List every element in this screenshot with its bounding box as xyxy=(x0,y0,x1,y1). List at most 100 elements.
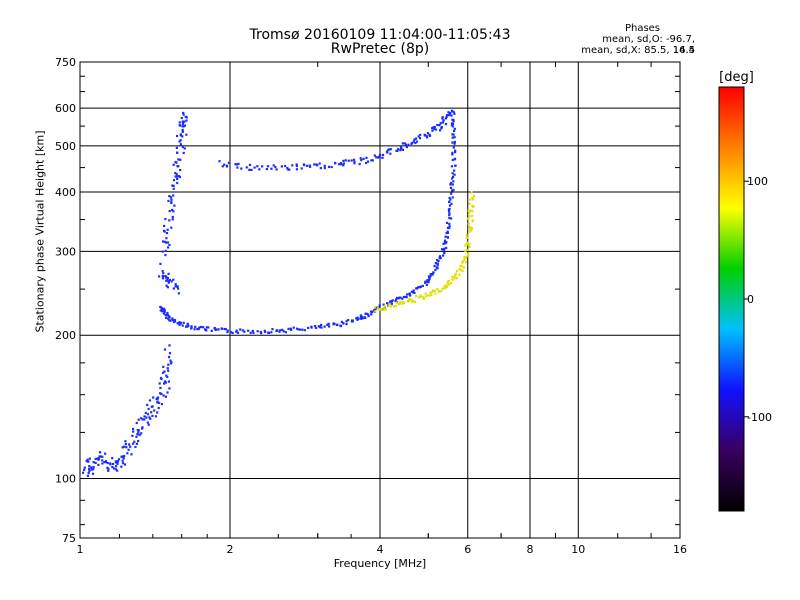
e-region-point xyxy=(92,461,95,464)
o-mode-upper-point xyxy=(318,162,321,165)
x-mode-point xyxy=(419,295,423,298)
spread-f-point xyxy=(174,285,177,288)
o-mode-point xyxy=(307,326,310,329)
x-mode-point xyxy=(374,306,377,309)
x-tick-label: 2 xyxy=(227,543,234,556)
spread-f-point xyxy=(165,284,168,287)
o-mode-point xyxy=(365,312,368,316)
o-mode-point xyxy=(282,330,285,333)
o-mode-point xyxy=(443,251,446,255)
o-mode-upper-point xyxy=(413,138,416,141)
plot-frame xyxy=(79,61,681,539)
o-mode-point xyxy=(298,328,301,331)
x-mode-point xyxy=(431,290,434,294)
colorbar-tick-label: 100 xyxy=(747,175,768,188)
o-mode-upper-point xyxy=(442,119,445,122)
spread-f-point xyxy=(157,275,161,278)
o-mode-point xyxy=(452,175,455,178)
spread-f-point xyxy=(181,145,185,149)
o-mode-point xyxy=(303,329,306,332)
o-mode-point xyxy=(363,316,366,319)
e-region-point xyxy=(157,401,161,405)
e-region-point xyxy=(168,352,172,355)
o-mode-point xyxy=(428,276,431,280)
o-mode-upper-point xyxy=(403,142,406,145)
o-mode-point xyxy=(268,331,271,335)
e-region-point xyxy=(163,370,166,373)
o-mode-point xyxy=(402,295,405,299)
o-mode-upper-point xyxy=(344,159,347,162)
x-mode-point xyxy=(462,266,465,269)
x-mode-point xyxy=(428,294,431,297)
o-mode-upper-point xyxy=(395,149,398,152)
o-mode-upper-point xyxy=(256,165,259,168)
o-mode-point xyxy=(345,320,348,323)
x-mode-point xyxy=(414,295,418,298)
o-mode-upper-point xyxy=(342,159,345,163)
spread-f-point xyxy=(161,277,165,280)
e-region-point xyxy=(123,445,126,448)
o-mode-upper-point xyxy=(386,151,389,154)
o-mode-point xyxy=(247,329,250,332)
x-mode-point xyxy=(470,226,474,230)
o-mode-point xyxy=(290,328,293,332)
o-mode-point xyxy=(424,280,427,283)
o-mode-upper-point xyxy=(266,165,270,168)
o-mode-point xyxy=(160,307,164,310)
x-mode-point xyxy=(378,308,381,311)
o-mode-point xyxy=(340,320,343,323)
o-mode-upper-point xyxy=(352,158,356,161)
o-mode-point xyxy=(451,183,454,186)
o-mode-point xyxy=(452,111,455,114)
e-region-point xyxy=(99,455,102,458)
o-mode-upper-point xyxy=(250,168,253,172)
o-mode-point xyxy=(401,297,404,300)
o-mode-upper-point xyxy=(431,127,434,130)
o-mode-point xyxy=(276,329,279,332)
e-region-point xyxy=(154,415,158,418)
o-mode-upper-point xyxy=(340,163,343,166)
x-mode-point xyxy=(468,245,471,249)
o-mode-point xyxy=(382,303,385,306)
o-mode-upper-point xyxy=(418,137,422,140)
o-mode-upper-point xyxy=(235,163,239,166)
e-region-point xyxy=(83,466,86,469)
e-region-point xyxy=(120,455,123,458)
spread-f-point xyxy=(170,201,173,204)
e-region-point xyxy=(162,394,165,397)
spread-f-point xyxy=(181,135,184,138)
o-mode-point xyxy=(419,285,422,289)
e-region-point xyxy=(148,416,151,419)
spread-f-point xyxy=(181,120,184,123)
e-region-point xyxy=(148,399,152,402)
x-tick-label: 16 xyxy=(673,543,687,556)
e-region-point xyxy=(137,431,140,434)
x-mode-point xyxy=(464,261,468,264)
o-mode-point xyxy=(421,284,424,288)
o-mode-upper-point xyxy=(221,165,224,168)
spread-f-point xyxy=(177,292,181,295)
o-mode-point xyxy=(451,172,454,175)
o-mode-point xyxy=(359,314,362,317)
e-region-point xyxy=(164,395,168,398)
o-mode-point xyxy=(450,192,453,195)
e-region-point xyxy=(146,403,149,407)
o-mode-point xyxy=(451,133,454,136)
x-mode-point xyxy=(471,219,474,222)
o-mode-point xyxy=(367,314,370,318)
o-mode-upper-point xyxy=(295,163,298,166)
x-mode-point xyxy=(441,287,444,290)
spread-f-point xyxy=(171,218,174,221)
o-mode-upper-point xyxy=(359,157,362,160)
o-mode-point xyxy=(168,316,171,319)
o-mode-point xyxy=(451,151,454,154)
spread-f-point xyxy=(178,175,182,179)
o-mode-point xyxy=(429,273,432,276)
o-mode-upper-point xyxy=(433,125,436,129)
o-mode-point xyxy=(454,150,457,154)
x-mode-point xyxy=(453,277,456,280)
e-region-point xyxy=(85,460,88,463)
o-mode-point xyxy=(361,317,364,320)
o-mode-point xyxy=(194,325,197,328)
o-mode-point xyxy=(320,323,323,327)
